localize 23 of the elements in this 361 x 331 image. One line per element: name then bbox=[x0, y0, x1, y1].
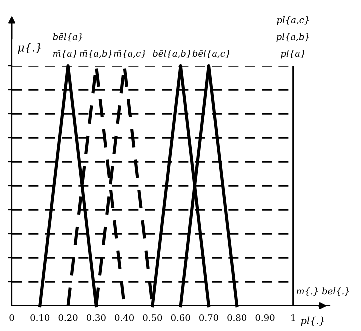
text: pl{a,b} bbox=[276, 33, 310, 42]
x-tick-label: 0.60 bbox=[171, 314, 190, 322]
x-tick-label: 0.70 bbox=[200, 314, 218, 322]
x-tick-label: 0.20 bbox=[58, 314, 78, 322]
x-tick-label: 0.80 bbox=[228, 314, 247, 322]
annotation: m{.} bel{.} bbox=[296, 288, 350, 296]
x-tick-label: 0.40 bbox=[115, 314, 134, 322]
y-axis-title: μ{.} bbox=[18, 43, 42, 54]
text: pl{a} bbox=[281, 50, 306, 59]
text: bēl{a,b} bbox=[153, 50, 192, 58]
text: bēl{a,c} bbox=[192, 50, 230, 58]
x-axis-title: pl{.} bbox=[301, 316, 324, 326]
text: pl{a,c} bbox=[277, 16, 310, 26]
text: bēl{a} bbox=[53, 33, 83, 42]
text: m̄{a,b} bbox=[80, 50, 112, 58]
x-tick-label: 0.50 bbox=[143, 314, 162, 322]
x-tick-label: 0 bbox=[10, 314, 14, 322]
x-tick-label: 0.10 bbox=[30, 314, 50, 322]
text: m̄{a} bbox=[53, 50, 78, 58]
text: m̄{a,c} bbox=[114, 50, 146, 58]
x-tick-label: 0.30 bbox=[86, 314, 106, 322]
x-tick-label: 1 bbox=[292, 314, 296, 322]
x-tick-label: 0.90 bbox=[256, 314, 275, 322]
